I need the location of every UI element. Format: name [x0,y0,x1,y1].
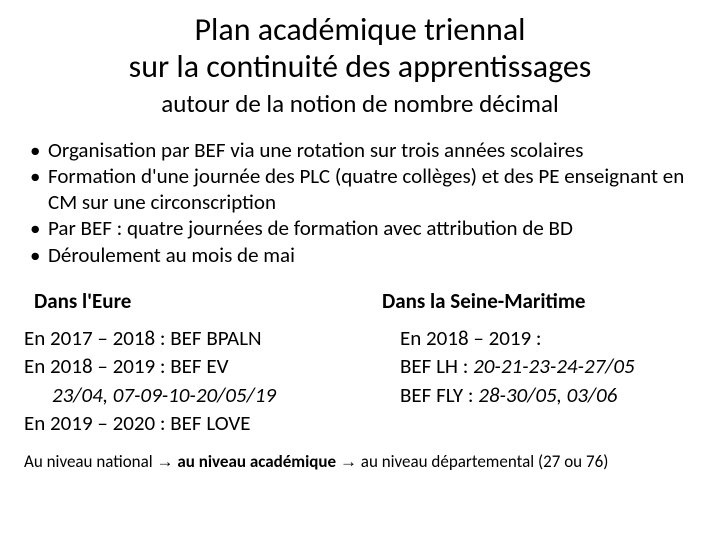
right-row-dates: 28-30/05, 03/06 [478,382,617,408]
subtitle: autour de la notion de nombre décimal [24,88,696,119]
title-line-1: Plan académique triennal [24,12,696,49]
bullet-item: Par BEF : quatre journées de formation a… [24,215,696,241]
left-header: Dans l'Eure [24,288,348,314]
footer-part: Au niveau national [24,451,157,472]
arrow-icon: → [157,452,174,471]
bullet-item: Formation d'une journée des PLC (quatre … [24,163,696,216]
right-header: Dans la Seine-Maritime [372,288,696,314]
bullet-item: Organisation par BEF via une rotation su… [24,137,696,163]
right-row: BEF FLY : 28-30/05, 03/06 [372,381,696,409]
footer-part-bold: au niveau académique [174,451,340,472]
right-row-dates: 20-21-23-24-27/05 [473,353,635,379]
left-column: Dans l'Eure En 2017 – 2018 : BEF BPALN E… [24,288,348,437]
left-row: En 2018 – 2019 : BEF EV [24,352,348,380]
right-row: En 2018 – 2019 : [372,324,696,352]
right-column: Dans la Seine-Maritime En 2018 – 2019 : … [372,288,696,437]
right-row: BEF LH : 20-21-23-24-27/05 [372,352,696,380]
title-line-2: sur la continuité des apprentissages [24,49,696,86]
right-row-label: BEF LH : [400,353,473,379]
two-columns: Dans l'Eure En 2017 – 2018 : BEF BPALN E… [24,288,696,437]
arrow-icon: → [340,452,357,471]
footer-part: au niveau départemental (27 ou 76) [357,451,608,472]
bullet-list: Organisation par BEF via une rotation su… [24,137,696,268]
bullet-item: Déroulement au mois de mai [24,242,696,268]
footer-line: Au niveau national → au niveau académiqu… [24,451,696,472]
left-row-dates: 23/04, 07-09-10-20/05/19 [24,381,348,409]
right-row-label: BEF FLY : [400,382,478,408]
left-row: En 2019 – 2020 : BEF LOVE [24,409,348,437]
left-row: En 2017 – 2018 : BEF BPALN [24,324,348,352]
